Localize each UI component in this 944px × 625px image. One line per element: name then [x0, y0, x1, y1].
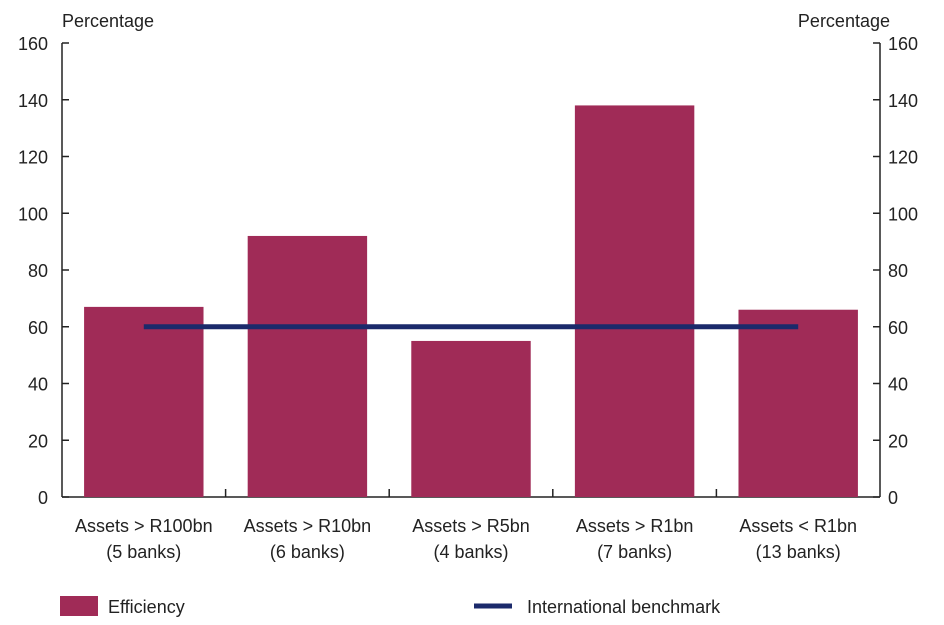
y-tick-label-left: 20 — [28, 431, 48, 451]
y-tick-label-right: 100 — [888, 204, 918, 224]
labels-layer: Percentage Percentage 0 0 20 20 40 40 60 60 80 80… — [18, 11, 918, 562]
legend-swatch-efficiency — [60, 596, 98, 616]
y-tick-label-right: 20 — [888, 431, 908, 451]
y-tick-label-right: 0 — [888, 488, 898, 508]
y-tick-label-right: 160 — [888, 34, 918, 54]
x-category-sublabel: (5 banks) — [106, 542, 181, 562]
y-tick-label-left: 60 — [28, 318, 48, 338]
bar-efficiency — [84, 306, 204, 497]
legend-label-benchmark: International benchmark — [527, 597, 721, 617]
x-category-label: Assets > R100bn — [75, 516, 213, 536]
bar-efficiency — [247, 235, 368, 497]
x-category-label: Assets > R1bn — [576, 516, 694, 536]
y-axis-right-title: Percentage — [798, 11, 890, 31]
y-tick-label-right: 40 — [888, 375, 908, 395]
x-category-sublabel: (7 banks) — [597, 542, 672, 562]
x-category-label: Assets > R10bn — [244, 516, 372, 536]
y-tick-label-right: 60 — [888, 318, 908, 338]
y-tick-label-left: 160 — [18, 34, 48, 54]
legend-label-efficiency: Efficiency — [108, 597, 185, 617]
y-tick-label-left: 0 — [38, 488, 48, 508]
y-tick-label-left: 120 — [18, 148, 48, 168]
y-tick-label-right: 80 — [888, 261, 908, 281]
x-category-sublabel: (4 banks) — [433, 542, 508, 562]
bar-efficiency — [738, 309, 858, 497]
y-tick-label-left: 40 — [28, 375, 48, 395]
y-tick-label-left: 80 — [28, 261, 48, 281]
x-category-label: Assets > R5bn — [412, 516, 530, 536]
x-category-sublabel: (6 banks) — [270, 542, 345, 562]
y-tick-label-right: 120 — [888, 148, 918, 168]
y-tick-label-left: 140 — [18, 91, 48, 111]
bars-layer — [84, 105, 858, 498]
y-axis-left-title: Percentage — [62, 11, 154, 31]
y-tick-label-right: 140 — [888, 91, 918, 111]
x-category-sublabel: (13 banks) — [756, 542, 841, 562]
legend: Efficiency International benchmark — [60, 596, 721, 617]
bar-efficiency — [574, 105, 695, 498]
bar-efficiency — [411, 340, 531, 497]
y-tick-label-left: 100 — [18, 204, 48, 224]
x-category-label: Assets < R1bn — [739, 516, 857, 536]
